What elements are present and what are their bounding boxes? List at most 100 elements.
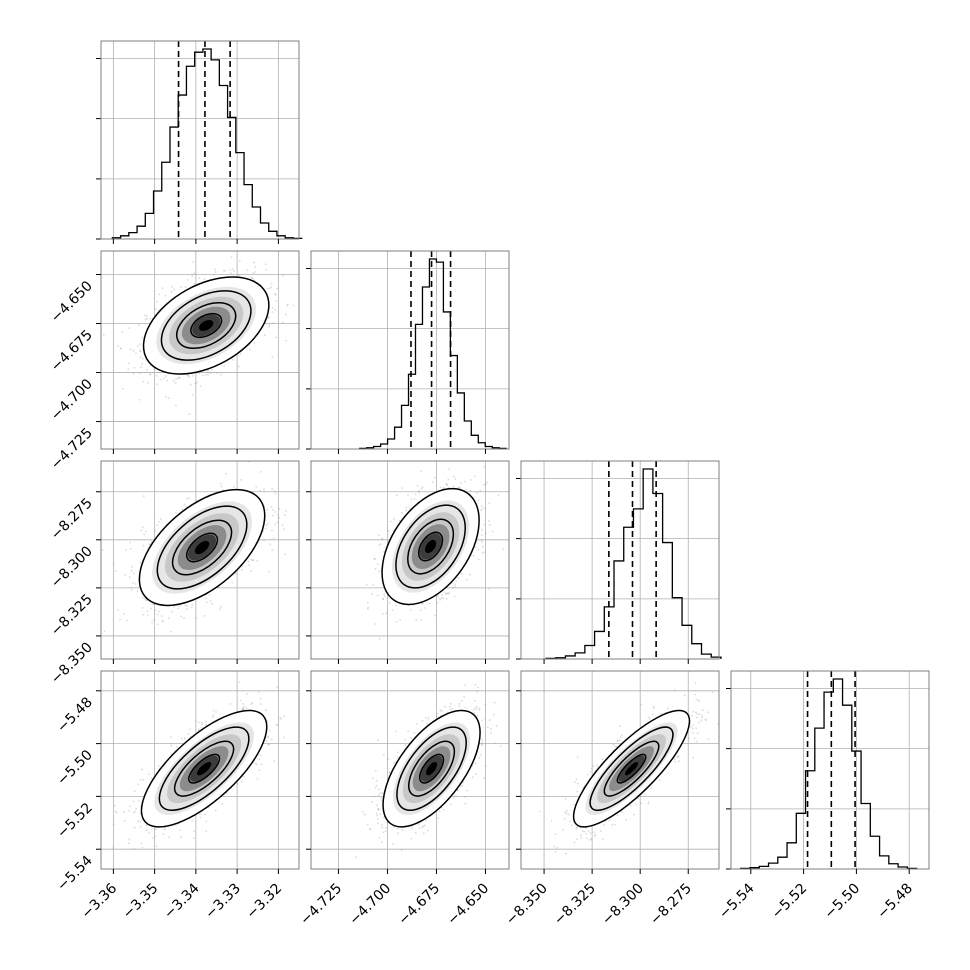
scatter-point (700, 719, 703, 722)
histogram-bin (395, 427, 402, 449)
panel-frame (310, 460, 510, 660)
scatter-point (407, 730, 410, 733)
scatter-point (170, 290, 173, 293)
scatter-point (286, 304, 288, 307)
scatter-point (263, 490, 266, 493)
scatter-point (404, 743, 407, 746)
scatter-point (254, 271, 256, 273)
scatter-point (171, 285, 173, 288)
histogram-panel-2 (516, 460, 722, 660)
y-tick-label: −8.350 (48, 639, 96, 687)
scatter-point (101, 549, 104, 552)
scatter-point (417, 823, 420, 826)
scatter-point (271, 356, 274, 358)
scatter-point (711, 691, 714, 694)
scatter-point (269, 287, 272, 290)
scatter-point (115, 811, 118, 814)
scatter-point (187, 374, 190, 377)
scatter-point (601, 758, 604, 760)
scatter-point (376, 814, 379, 817)
scatter-point (483, 483, 485, 486)
scatter-point (139, 826, 142, 828)
scatter-point (142, 544, 145, 547)
scatter-point (633, 813, 635, 816)
scatter-point (114, 810, 117, 813)
scatter-point (426, 722, 428, 725)
scatter-point (677, 755, 680, 758)
scatter-point (157, 610, 160, 613)
scatter-point (447, 592, 450, 595)
scatter-point (203, 278, 206, 281)
scatter-point (131, 565, 134, 568)
scatter-point (698, 700, 701, 703)
scatter-point (461, 785, 464, 787)
density-shade (196, 762, 212, 776)
scatter-point (453, 595, 456, 598)
scatter-point (274, 523, 277, 526)
scatter-point (408, 507, 411, 510)
scatter-point (464, 802, 466, 805)
scatter-point (374, 623, 377, 625)
scatter-point (473, 712, 476, 714)
histogram-bin (415, 324, 422, 449)
scatter-point (138, 398, 141, 401)
scatter-point (139, 356, 142, 359)
scatter-point (373, 795, 376, 798)
scatter-point (148, 831, 150, 834)
scatter-point (484, 532, 487, 535)
scatter-point (422, 825, 425, 828)
scatter-point (677, 755, 680, 758)
scatter-point (477, 499, 480, 502)
scatter-point (601, 838, 604, 841)
scatter-point (130, 569, 133, 572)
scatter-point (481, 741, 484, 744)
scatter-point (580, 836, 583, 839)
histogram-bin (769, 863, 778, 869)
scatter-point (127, 362, 130, 365)
scatter-point (363, 813, 366, 816)
scatter-point (172, 380, 175, 382)
scatter-point (134, 810, 137, 813)
scatter-point (455, 794, 457, 797)
scatter-point (481, 743, 483, 745)
scatter-point (258, 769, 261, 771)
scatter-point (371, 777, 374, 780)
histogram-bin (595, 631, 605, 659)
scatter-point (223, 365, 225, 367)
scatter-point (231, 267, 234, 270)
scatter-point (375, 784, 378, 787)
scatter-point (117, 345, 119, 347)
scatter-point (180, 737, 183, 740)
scatter-point (621, 811, 624, 814)
scatter-point (185, 505, 188, 508)
scatter-point (155, 374, 158, 377)
scatter-point (576, 790, 579, 793)
scatter-point (178, 376, 181, 379)
histogram-bin (796, 813, 805, 869)
x-tick-label: −3.34 (161, 880, 203, 922)
scatter-point (476, 690, 479, 693)
scatter-point (238, 260, 241, 262)
scatter-point (562, 828, 565, 831)
scatter-point (135, 807, 138, 810)
scatter-point (421, 719, 424, 722)
scatter-point (164, 294, 167, 297)
scatter-point (184, 286, 187, 288)
histogram-bin (843, 705, 852, 869)
histogram-bin (633, 509, 643, 659)
scatter-point (476, 714, 479, 717)
scatter-point (272, 322, 275, 325)
scatter-point (242, 775, 245, 778)
scatter-point (379, 543, 382, 546)
scatter-point (133, 790, 136, 793)
scatter-point (673, 689, 676, 692)
scatter-point (159, 378, 162, 381)
scatter-point (265, 269, 268, 271)
scatter-point (484, 765, 487, 767)
histogram-bin (870, 836, 879, 869)
scatter-point (590, 767, 593, 770)
scatter-point (145, 824, 148, 827)
scatter-point (146, 317, 148, 320)
scatter-point (268, 323, 271, 326)
